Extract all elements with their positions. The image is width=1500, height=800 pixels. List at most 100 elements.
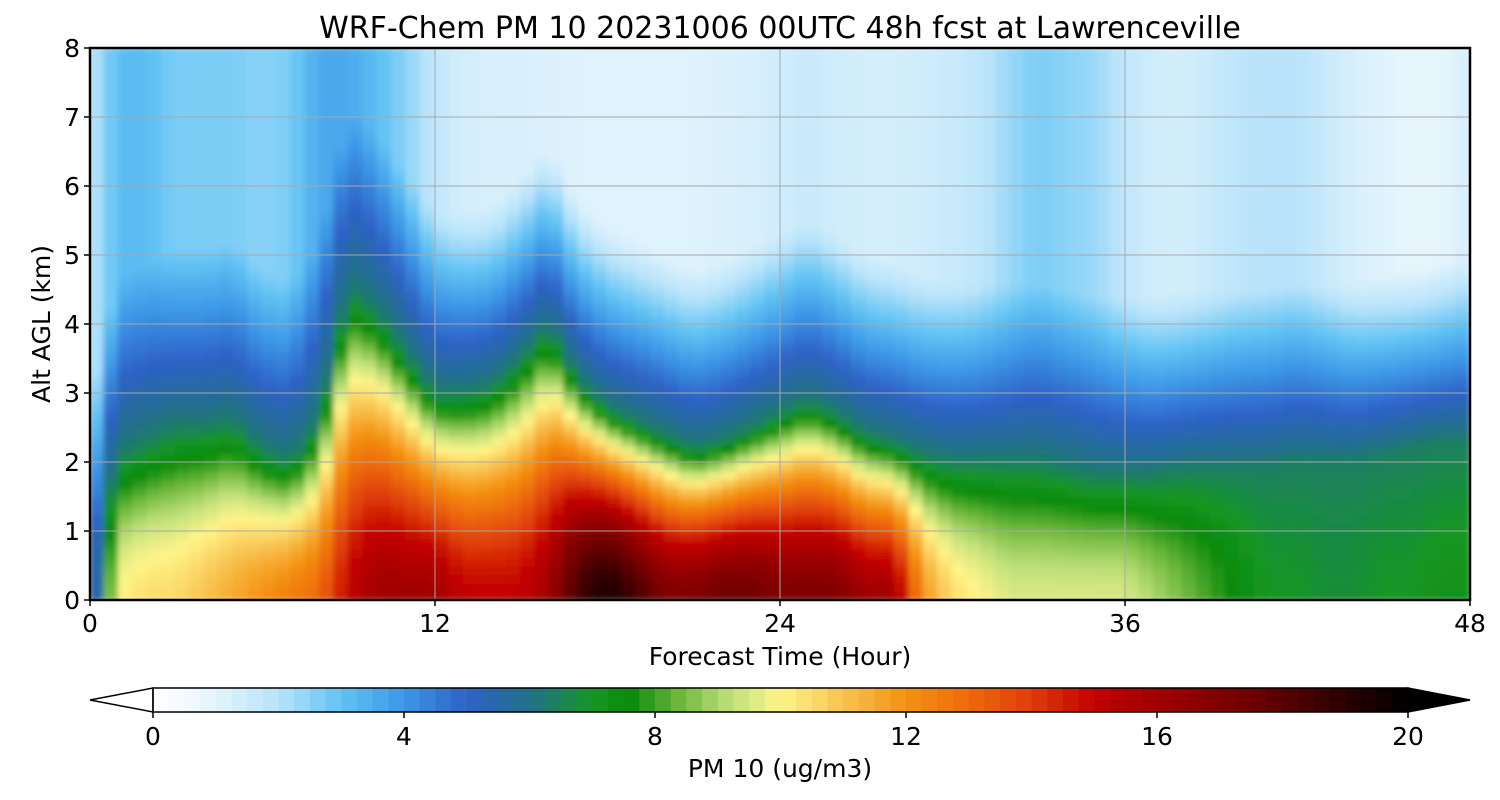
heatmap-cell (980, 512, 997, 524)
heatmap-cell (994, 478, 1011, 489)
heatmap-cell (965, 417, 983, 429)
heatmap-cell (232, 409, 250, 420)
heatmap-cell (462, 236, 480, 248)
heatmap-cell (189, 383, 206, 394)
heatmap-cell (707, 461, 724, 472)
heatmap-cell (505, 331, 523, 343)
heatmap-cell (549, 116, 566, 127)
heatmap-cell (1152, 271, 1170, 282)
heatmap-cell (347, 305, 365, 317)
heatmap-cell (247, 521, 264, 532)
heatmap-cell (1066, 521, 1083, 532)
heatmap-cell (865, 236, 882, 248)
heatmap-cell (850, 297, 868, 308)
heatmap-cell (1138, 185, 1155, 196)
heatmap-cell (290, 219, 307, 231)
heatmap-cell (606, 348, 623, 360)
heatmap-cell (1181, 159, 1198, 170)
heatmap-cell (275, 547, 293, 558)
heatmap-cell (994, 400, 1011, 412)
heatmap-cell (764, 495, 781, 507)
heatmap-cell (1023, 116, 1040, 127)
heatmap-cell (146, 297, 163, 308)
heatmap-cell (692, 271, 710, 282)
heatmap-cell (1195, 581, 1213, 593)
heatmap-cell (290, 55, 307, 67)
heatmap-cell (1052, 452, 1069, 463)
heatmap-cell (764, 245, 781, 256)
heatmap-cell (146, 530, 163, 541)
heatmap-cell (204, 193, 221, 205)
heatmap-cell (333, 228, 350, 239)
heatmap-cell (477, 400, 494, 412)
heatmap-cell (750, 374, 767, 386)
heatmap-cell (779, 495, 796, 507)
heatmap-cell (965, 210, 983, 222)
heatmap-cell (247, 279, 264, 291)
heatmap-cell (577, 530, 595, 541)
heatmap-cell (117, 435, 135, 446)
heatmap-cell (1152, 495, 1170, 507)
heatmap-cell (261, 219, 278, 231)
heatmap-cell (132, 167, 149, 179)
heatmap-cell (635, 400, 652, 412)
heatmap-cell (333, 555, 350, 567)
heatmap-cell (1009, 426, 1026, 438)
heatmap-cell (505, 176, 523, 187)
heatmap-cell (965, 521, 983, 532)
heatmap-cell (189, 64, 206, 75)
heatmap-cell (836, 555, 853, 567)
heatmap-cell (1138, 297, 1155, 308)
heatmap-cell (117, 469, 135, 481)
heatmap-cell (549, 193, 566, 205)
heatmap-cell (132, 366, 149, 377)
heatmap-cell (175, 55, 192, 67)
heatmap-cell (390, 262, 408, 274)
heatmap-cell (1009, 366, 1026, 377)
heatmap-cell (563, 366, 580, 377)
heatmap-cell (1080, 581, 1098, 593)
heatmap-cell (1138, 271, 1155, 282)
heatmap-cell (1152, 348, 1170, 360)
heatmap-cell (204, 116, 221, 127)
heatmap-cell (721, 409, 738, 420)
heatmap-cell (592, 348, 609, 360)
heatmap-cell (1109, 469, 1126, 481)
heatmap-cell (1167, 133, 1184, 144)
heatmap-cell (419, 167, 436, 179)
heatmap-cell (1152, 486, 1170, 498)
heatmap-cell (1109, 478, 1126, 489)
heatmap-cell (1009, 210, 1026, 222)
heatmap-cell (908, 245, 925, 256)
heatmap-cell (405, 348, 422, 360)
heatmap-cell (434, 581, 451, 593)
heatmap-cell (448, 331, 465, 343)
heatmap-cell (462, 443, 480, 455)
heatmap-cell (1037, 185, 1055, 196)
heatmap-cell (965, 228, 983, 239)
heatmap-cell (520, 340, 537, 351)
heatmap-cell (807, 538, 825, 550)
heatmap-cell (807, 262, 825, 274)
heatmap-cell (304, 478, 321, 489)
heatmap-cell (1052, 461, 1069, 472)
heatmap-cell (247, 202, 264, 213)
heatmap-cell (879, 72, 896, 84)
heatmap-cell (850, 331, 868, 343)
heatmap-cell (204, 64, 221, 75)
heatmap-cell (304, 219, 321, 231)
heatmap-cell (850, 279, 868, 291)
heatmap-cell (520, 530, 537, 541)
heatmap-cell (146, 383, 163, 394)
heatmap-cell (592, 55, 609, 67)
heatmap-cell (850, 478, 868, 489)
heatmap-cell (1124, 176, 1141, 187)
heatmap-cell (692, 366, 710, 377)
heatmap-cell (707, 176, 724, 187)
heatmap-cell (577, 116, 595, 127)
heatmap-cell (635, 72, 652, 84)
heatmap-cell (1095, 150, 1112, 162)
heatmap-cell (304, 64, 321, 75)
heatmap-cell (664, 461, 681, 472)
heatmap-cell (1181, 538, 1198, 550)
